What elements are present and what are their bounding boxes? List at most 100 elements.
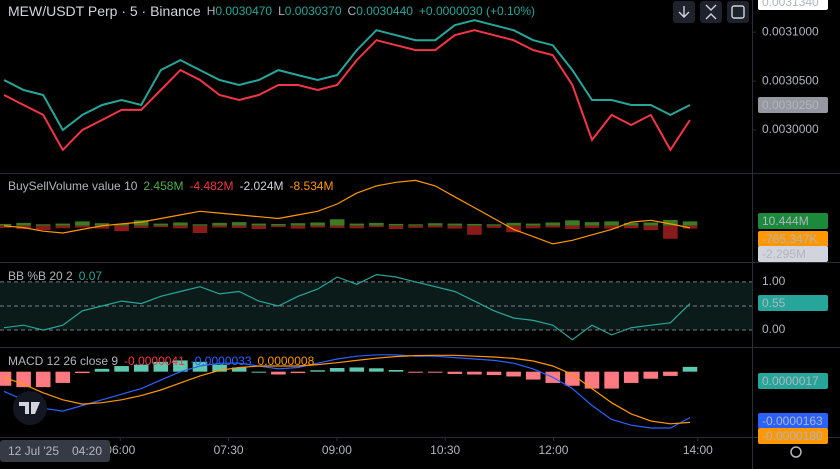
legend-value: 0.07 bbox=[79, 269, 103, 283]
legend-value: C bbox=[348, 4, 357, 18]
bar bbox=[75, 221, 90, 226]
bar bbox=[0, 225, 12, 228]
bar bbox=[506, 371, 521, 377]
bar bbox=[447, 371, 463, 374]
bar bbox=[408, 225, 423, 228]
bar bbox=[94, 225, 110, 229]
legend-value: L bbox=[278, 4, 285, 18]
last-value-label: 0.0031340 bbox=[762, 0, 819, 9]
plot-area: 0.0030000 0.0030500 0.0031000 MEW/USDT Perp… bbox=[0, 0, 828, 462]
maximize-button[interactable] bbox=[727, 1, 749, 23]
bar bbox=[310, 222, 325, 226]
series-line bbox=[3, 354, 691, 429]
last-value-box bbox=[758, 246, 828, 262]
last-value-box bbox=[758, 0, 828, 10]
bar bbox=[427, 223, 443, 226]
bar bbox=[467, 225, 482, 235]
legend-value: -0.0000041 bbox=[124, 354, 185, 368]
bar bbox=[408, 224, 423, 226]
bar bbox=[271, 225, 286, 228]
bar bbox=[55, 225, 71, 229]
bar bbox=[486, 224, 502, 226]
cursor-date: 12 Jul '25 bbox=[8, 444, 59, 458]
bar bbox=[388, 369, 404, 372]
bar bbox=[584, 222, 600, 226]
settings-button[interactable] bbox=[790, 446, 802, 458]
bar bbox=[565, 220, 580, 226]
bar bbox=[682, 225, 698, 229]
series-line bbox=[3, 179, 691, 245]
bar bbox=[173, 360, 188, 372]
bar bbox=[408, 371, 423, 373]
bar bbox=[643, 222, 659, 226]
legend-value: -8.534M bbox=[290, 179, 334, 193]
bar bbox=[329, 225, 345, 228]
bar bbox=[133, 225, 149, 228]
last-value-box bbox=[758, 428, 828, 444]
last-value-label: 0.0030250 bbox=[762, 98, 819, 112]
pane-title: MEW/USDT Perp · 5 · Binance bbox=[8, 3, 201, 19]
legend-value: 0.0030470 bbox=[215, 4, 272, 18]
pane-legend: BuySellVolume value 10 2.458M -4.482M -2.02… bbox=[8, 179, 334, 193]
logo-mark bbox=[19, 402, 40, 414]
bar bbox=[192, 361, 208, 372]
bar bbox=[153, 223, 169, 226]
bar bbox=[682, 366, 698, 372]
bar bbox=[349, 223, 365, 226]
pane-legend: MEW/USDT Perp · 5 · Binance H0.0030470 L0.… bbox=[8, 3, 535, 19]
bar bbox=[623, 225, 639, 229]
bar bbox=[16, 222, 31, 226]
y-tick-label: 0.00 bbox=[762, 322, 786, 336]
bar bbox=[565, 225, 580, 230]
pane-title: BuySellVolume value 10 bbox=[8, 179, 138, 193]
bar bbox=[271, 223, 286, 226]
x-tick-label: 12:00 bbox=[538, 443, 568, 457]
bar bbox=[565, 371, 580, 386]
bar bbox=[153, 225, 169, 228]
bar bbox=[94, 223, 110, 226]
bar bbox=[310, 370, 325, 372]
last-value-box bbox=[758, 213, 828, 229]
bar bbox=[114, 223, 129, 226]
bar bbox=[173, 222, 188, 226]
bar bbox=[133, 364, 149, 372]
bar bbox=[35, 371, 51, 388]
collapse-button[interactable] bbox=[700, 1, 722, 23]
bar bbox=[486, 371, 502, 376]
bar bbox=[251, 225, 267, 230]
last-value-label: -2.295M bbox=[762, 247, 806, 261]
legend-value: +0.0000030 (+0.10%) bbox=[419, 4, 535, 18]
pane-legend: BB %B 20 2 0.07 bbox=[8, 269, 102, 283]
legend-value: 0.0030370 bbox=[285, 4, 342, 18]
toolbar bbox=[673, 1, 749, 23]
bar bbox=[525, 225, 541, 229]
series-line bbox=[3, 273, 691, 341]
cursor-box bbox=[0, 440, 110, 462]
logo-badge bbox=[13, 391, 47, 425]
maximize-icon bbox=[731, 5, 745, 19]
bar bbox=[506, 222, 521, 226]
y-tick-label: 0.0030500 bbox=[762, 73, 819, 87]
x-tick-label: 10:30 bbox=[430, 443, 460, 457]
bar bbox=[271, 371, 286, 375]
last-value-box bbox=[758, 373, 828, 389]
logo bbox=[13, 391, 47, 425]
bar bbox=[388, 225, 404, 230]
pane-legend: MACD 12 26 close 9 -0.0000041 -0.0000033 0.… bbox=[8, 354, 315, 368]
bar bbox=[604, 221, 619, 226]
bar bbox=[192, 225, 208, 233]
bar bbox=[0, 223, 12, 226]
bar bbox=[663, 225, 678, 239]
bar bbox=[584, 371, 600, 389]
bar bbox=[369, 368, 384, 372]
last-value-box bbox=[758, 231, 828, 247]
bar bbox=[623, 371, 639, 383]
bar bbox=[251, 371, 267, 373]
settings bbox=[790, 446, 802, 458]
bar bbox=[290, 371, 306, 374]
x-tick-label: 14:00 bbox=[683, 443, 713, 457]
bar bbox=[329, 219, 345, 226]
